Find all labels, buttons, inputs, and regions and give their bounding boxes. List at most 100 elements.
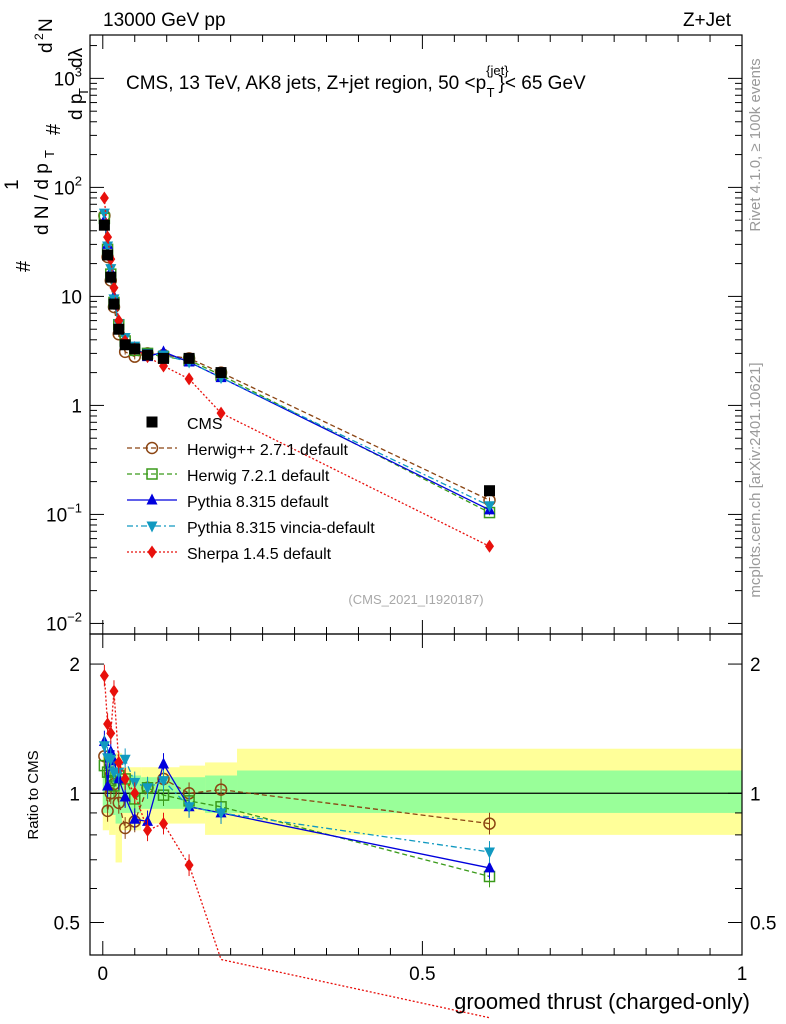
ratio-series-marker [118,821,132,835]
main-series-marker [484,501,496,513]
main-series-marker [108,298,120,310]
ratio-series-marker [183,802,195,814]
ratio-y-axis-label: Ratio to CMS [25,750,42,839]
legend-marker [145,441,159,455]
main-series-marker [142,349,154,361]
ylabel-token: N [36,18,57,32]
main-series-marker [102,249,114,261]
ratio-y-tick-label-right: 0.5 [750,913,776,934]
main-series-marker [215,367,227,379]
main-series-marker [113,323,125,335]
watermark: (CMS_2021_I1920187) [348,592,483,607]
y-tick-label: 103 [54,64,82,90]
y-tick-label: 1 [71,396,82,417]
main-series-marker [98,208,110,220]
legend-marker [146,468,158,480]
uncertainty-band-green [237,770,743,813]
main-frame [89,34,743,635]
x-tick-label: 0.5 [409,964,435,985]
legend-marker [146,416,158,428]
legend-marker [147,545,157,559]
ylabel-token: 2 [32,33,46,40]
ratio-y-tick-label-right: 2 [750,655,761,676]
ratio-series-marker [158,757,170,769]
legend-marker [146,493,158,505]
ratio-series-marker [119,754,131,766]
ylabel-token: # [13,260,35,272]
ratio-frame [89,633,743,956]
y-tick-label: 10−2 [46,609,82,635]
main-panel: CMS, 13 TeV, AK8 jets, Z+jet region, 50 … [2,18,743,635]
main-series-marker [99,191,109,205]
x-tick-label: 0 [97,964,108,985]
rivet-version-label: Rivet 4.1.0, ≥ 100k events [747,58,764,231]
ratio-series-marker [215,808,227,820]
x-tick-label: 1 [737,964,748,985]
main-series-marker [102,241,114,253]
ratio-series-marker [114,755,124,769]
ratio-series-marker [109,684,119,698]
main-series-marker [485,539,495,553]
main-series-marker [105,271,117,283]
main-series-marker [216,406,226,420]
ratio-y-tick-label: 1 [69,784,80,805]
mcplots-site-label: mcplots.cern.ch [arXiv:2401.10621] [747,362,764,597]
legend-label: Pythia 8.315 vincia-default [187,520,375,537]
legend-label: Pythia 8.315 default [187,494,329,511]
legend-label: Sherpa 1.4.5 default [187,546,332,563]
ratio-series-marker [112,796,126,810]
ratio-series-marker [184,858,194,872]
ratio-series-marker [105,754,117,766]
ratio-series-marker [98,741,110,753]
ylabel-token: d p [66,94,87,120]
ratio-y-tick-label: 2 [69,655,80,676]
ratio-series-marker [129,812,141,824]
ylabel-token: T [42,150,57,158]
main-series-marker [184,372,194,386]
ratio-y-tick-label-right: 1 [750,784,761,805]
legend-label: Herwig++ 2.7.1 default [187,442,349,459]
ratio-series-marker [119,790,131,802]
ratio-series-marker [103,717,113,731]
ratio-series-marker [158,776,170,788]
ratio-series-marker [99,669,109,683]
ylabel-token: T [76,88,91,96]
main-series-marker [484,485,496,497]
ratio-series-marker [130,786,140,800]
ylabel-token: d [36,42,57,53]
y-tick-label: 10−1 [46,500,82,526]
ratio-panel: Ratio to CMS groomed thrust (charged-onl… [25,633,776,1019]
plot-title: CMS, 13 TeV, AK8 jets, Z+jet region, 50 … [126,63,586,100]
ylabel-token: 1 [2,179,23,190]
main-series-marker [119,339,131,351]
legend-label: CMS [187,416,223,433]
main-series-marker [103,230,113,244]
ratio-series-marker [214,783,228,796]
y-tick-label: 10 [61,287,82,308]
main-series-marker [105,264,117,276]
ratio-series-marker [159,817,169,831]
ratio-y-tick-label: 0.5 [54,913,80,934]
ylabel-token: # [43,123,65,135]
ratio-series-marker [142,783,154,795]
ratio-series-marker [484,861,496,873]
ylabel-token: dλ [66,47,87,68]
ratio-series-marker [484,847,496,859]
process-label: Z+Jet [683,10,732,31]
ratio-series-marker [120,772,130,786]
main-y-axis-label: # 1 d N / d p T # d p T dλ d 2 N [2,18,91,272]
ratio-series-marker [483,817,496,830]
energy-label: 13000 GeV pp [103,10,226,31]
ylabel-token: d N / d p [32,163,53,235]
main-series-marker [98,219,110,231]
main-series-marker [129,343,141,355]
ratio-series-marker [143,823,153,837]
x-axis-label: groomed thrust (charged-only) [454,989,750,1014]
ratio-series-marker [106,726,116,740]
ratio-series-marker [101,804,114,818]
main-series-marker [183,352,195,364]
main-series-marker [109,281,119,295]
legend-label: Herwig 7.2.1 default [187,468,330,485]
legend-marker [146,521,158,533]
